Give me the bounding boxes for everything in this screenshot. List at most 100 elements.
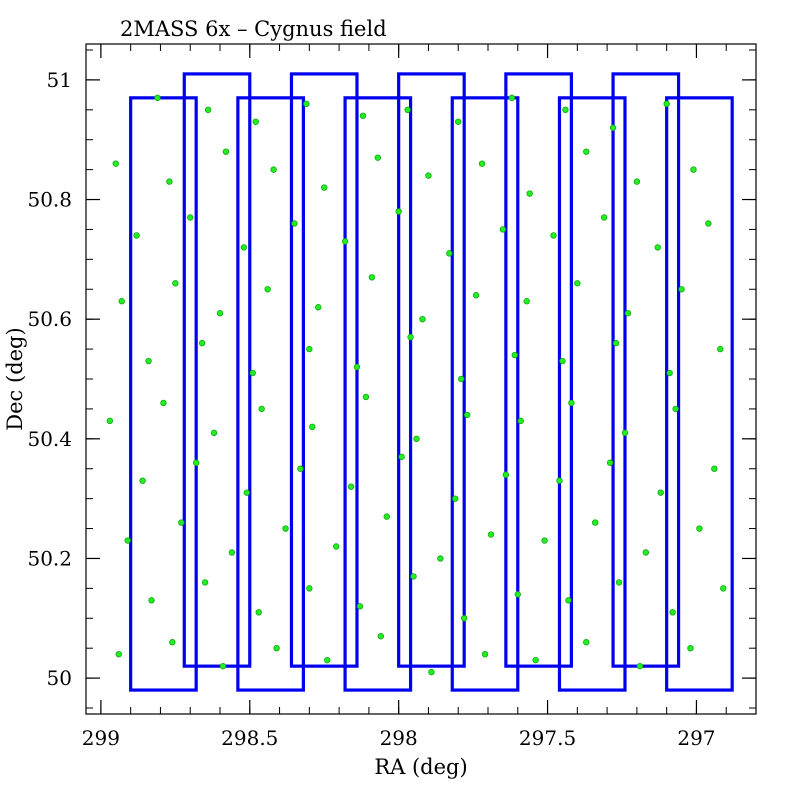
source-point (270, 166, 277, 173)
x-tick-label: 297.5 (519, 726, 576, 750)
source-point (460, 615, 468, 622)
source-point (550, 232, 557, 239)
source-point (321, 184, 328, 191)
source-point (672, 405, 679, 413)
survey-tile (397, 72, 466, 668)
x-axis-label: RA (deg) (374, 755, 467, 779)
source-point (112, 160, 119, 167)
source-point (359, 112, 367, 119)
source-point (600, 214, 608, 221)
source-point (332, 543, 340, 550)
source-point (556, 477, 563, 484)
source-point (282, 525, 289, 532)
sources (106, 94, 727, 676)
source-point (145, 357, 152, 365)
x-tick-label: 297 (677, 726, 715, 750)
source-point (583, 639, 590, 646)
survey-tile (450, 96, 520, 692)
source-point (583, 148, 590, 155)
source-point (663, 100, 670, 108)
source-point (249, 369, 256, 377)
source-point (395, 208, 402, 215)
source-point (228, 549, 236, 556)
source-point (669, 609, 676, 616)
source-point (481, 650, 489, 658)
source-point (612, 339, 620, 347)
source-point (404, 106, 411, 114)
source-point (472, 292, 480, 299)
source-point (139, 477, 146, 484)
source-point (148, 597, 155, 604)
y-tick-label: 50.4 (27, 427, 72, 451)
source-point (666, 369, 673, 377)
y-tick-label: 50.2 (27, 546, 72, 570)
source-point (273, 644, 280, 652)
survey-tile (182, 72, 252, 668)
x-tick-label: 299 (82, 726, 120, 750)
source-point (216, 309, 224, 317)
source-point (452, 495, 459, 502)
survey-tile (557, 96, 627, 692)
source-point (717, 345, 724, 353)
source-point (413, 435, 420, 443)
source-point (398, 453, 405, 460)
y-tick-label: 50 (47, 666, 72, 690)
source-point (192, 459, 200, 466)
source-point (502, 471, 510, 478)
source-point (362, 393, 370, 401)
source-point (118, 298, 125, 305)
source-point (210, 429, 218, 437)
source-point (636, 662, 644, 670)
source-point (720, 585, 727, 592)
source-point (508, 94, 516, 102)
source-point (705, 220, 712, 227)
source-point (124, 537, 131, 544)
source-point (315, 304, 322, 311)
source-point (425, 172, 432, 179)
source-point (568, 399, 575, 407)
source-point (240, 244, 248, 251)
source-point (446, 250, 453, 257)
source-point (222, 148, 230, 155)
x-tick-label: 298.5 (221, 726, 278, 750)
source-point (478, 160, 486, 167)
source-point (306, 345, 313, 353)
source-point (574, 280, 581, 287)
source-point (517, 417, 524, 425)
y-axis-label: Dec (deg) (3, 327, 27, 430)
source-point (559, 357, 566, 365)
source-point (487, 531, 495, 538)
survey-tile (504, 72, 573, 668)
y-tick-label: 51 (47, 68, 72, 92)
source-point (356, 603, 364, 610)
source-point (458, 375, 465, 383)
source-point (407, 333, 414, 341)
source-point (642, 549, 650, 556)
axis-ticks: 299 298.5 298 297.5 297 50 50.2 50.4 50.6 50.8 51 (27, 44, 757, 750)
source-point (306, 585, 313, 592)
source-point (410, 573, 417, 580)
source-point (353, 363, 361, 371)
source-point (201, 579, 209, 586)
source-point (178, 519, 185, 526)
source-point (160, 399, 167, 407)
source-point (219, 662, 227, 670)
source-point (133, 232, 140, 239)
source-point (258, 405, 265, 413)
source-point (499, 226, 507, 233)
survey-tile (665, 96, 734, 692)
source-point (654, 244, 661, 251)
source-point (264, 286, 271, 293)
source-point (565, 597, 572, 604)
source-point (541, 537, 548, 544)
source-point (297, 465, 304, 472)
survey-tile (611, 72, 681, 668)
source-point (303, 100, 310, 108)
source-point (309, 423, 316, 431)
plot-frame (85, 43, 757, 715)
source-point (154, 94, 161, 102)
source-point (419, 315, 426, 323)
source-point (198, 339, 206, 347)
source-point (609, 124, 617, 131)
